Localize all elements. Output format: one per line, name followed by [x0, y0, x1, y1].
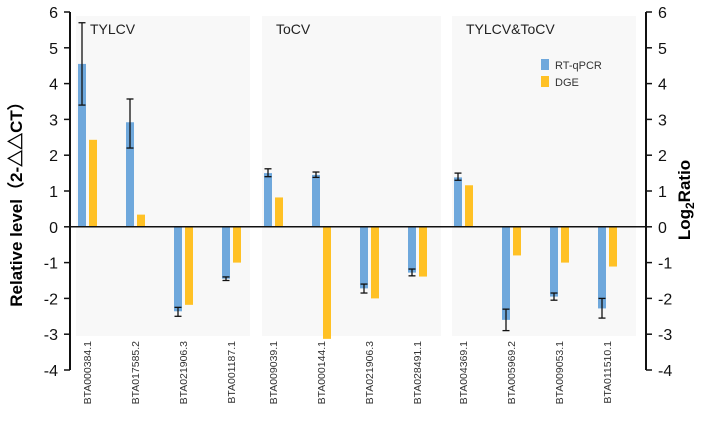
x-tick-label: BTA011510.1: [602, 341, 614, 404]
legend-label-rtqpcr: RT-qPCR: [555, 60, 602, 72]
y-tick-label-left: 2: [49, 148, 58, 165]
bar-dge: [561, 226, 569, 263]
y-axis-title-right: Log2Ratio: [675, 160, 697, 240]
bar-rtqpcr: [264, 173, 272, 227]
y-tick-label-right: -2: [658, 291, 672, 308]
y-tick-label-left: 3: [49, 112, 58, 129]
bar-rtqpcr: [126, 122, 134, 227]
y-tick-label-left: -3: [44, 327, 58, 344]
bar-rtqpcr: [598, 226, 606, 309]
y-tick-label-right: 1: [658, 184, 667, 201]
y-tick-label-right: -3: [658, 327, 672, 344]
y-tick-label-right: 0: [658, 220, 667, 237]
x-tick-label: BTA009039.1: [268, 341, 280, 405]
bar-dge: [137, 214, 145, 227]
x-tick-label: BTA021906.3: [364, 341, 376, 405]
bar-dge: [419, 226, 427, 277]
y-tick-label-right: -4: [658, 363, 672, 380]
panel-title: ToCV: [276, 21, 311, 37]
bar-rtqpcr: [408, 226, 416, 273]
bar-dge: [465, 185, 473, 227]
bar-dge: [371, 226, 379, 299]
x-tick-label: BTA000144.1: [316, 341, 328, 405]
y-tick-label-right: 6: [658, 5, 667, 22]
x-tick-label: BTA005969.2: [506, 341, 518, 405]
y-tick-label-right: -1: [658, 256, 672, 273]
x-tick-label: BTA001187.1: [226, 341, 238, 404]
x-tick-label: BTA021906.3: [178, 341, 190, 405]
panel-background: [262, 16, 441, 336]
bar-rtqpcr: [454, 177, 462, 227]
bar-dge: [185, 226, 193, 305]
y-tick-label-left: 1: [49, 184, 58, 201]
bar-rtqpcr: [550, 226, 558, 297]
bar-rtqpcr: [502, 226, 510, 320]
y-tick-label-left: 4: [49, 77, 58, 94]
bar-dge: [233, 226, 241, 263]
bar-rtqpcr: [222, 226, 230, 279]
y-tick-label-right: 3: [658, 112, 667, 129]
bar-rtqpcr: [174, 226, 182, 312]
bar-rtqpcr: [312, 174, 320, 227]
x-tick-label: BTA000384.1: [82, 341, 94, 405]
y-tick-label-right: 2: [658, 148, 667, 165]
bar-dge: [513, 226, 521, 256]
y-tick-label-right: 4: [658, 77, 667, 94]
y-tick-label-left: 6: [49, 5, 58, 22]
panel-background: [76, 16, 250, 336]
legend-swatch-dge: [541, 76, 549, 87]
x-tick-label: BTA028491.1: [412, 341, 424, 405]
bar-rtqpcr: [78, 63, 86, 227]
bar-dge: [323, 226, 331, 339]
bar-dge: [89, 139, 97, 227]
bar-dge: [609, 226, 617, 267]
x-tick-label: BTA017585.2: [130, 341, 142, 405]
y-tick-label-right: 5: [658, 41, 667, 58]
y-tick-label-left: 0: [49, 220, 58, 237]
panel-title: TYLCV&ToCV: [466, 21, 555, 37]
y-axis-title-left: Relative level（2-△△CT）: [6, 93, 26, 307]
y-tick-label-left: -1: [44, 256, 58, 273]
y-tick-label-left: -4: [44, 363, 58, 380]
y-tick-label-left: 5: [49, 41, 58, 58]
y-tick-label-left: -2: [44, 291, 58, 308]
panel-title: TYLCV: [90, 21, 136, 37]
x-tick-label: BTA009053.1: [554, 341, 566, 405]
bar-rtqpcr: [360, 226, 368, 289]
legend-swatch-rtqpcr: [541, 59, 549, 70]
legend-label-dge: DGE: [555, 77, 579, 89]
x-tick-label: BTA004369.1: [458, 341, 470, 405]
bar-dge: [275, 197, 283, 227]
legend: RT-qPCR DGE: [541, 59, 602, 89]
